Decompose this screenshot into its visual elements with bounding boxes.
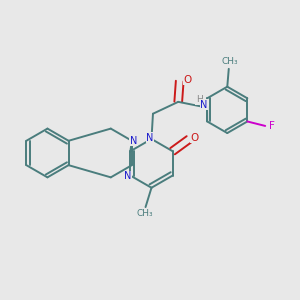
Text: H: H (196, 95, 202, 104)
Text: F: F (269, 121, 275, 131)
Text: N: N (200, 100, 208, 110)
Text: O: O (183, 75, 191, 85)
Text: CH₃: CH₃ (222, 57, 238, 66)
Text: N: N (146, 133, 154, 143)
Text: O: O (191, 133, 199, 143)
Text: N: N (124, 172, 132, 182)
Text: N: N (130, 136, 137, 146)
Text: CH₃: CH₃ (137, 209, 154, 218)
